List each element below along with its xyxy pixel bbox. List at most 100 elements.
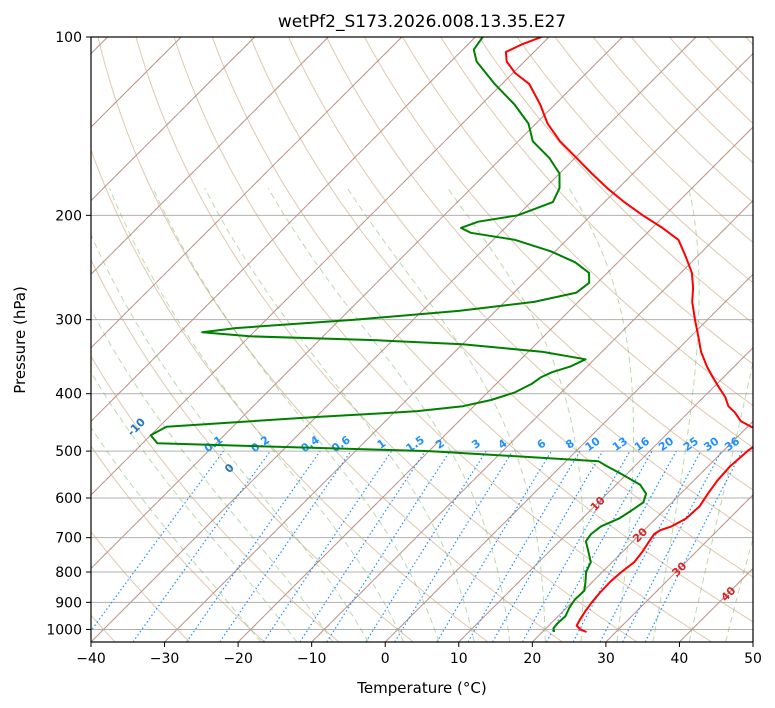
- skewed-gridline: [164, 52, 753, 642]
- dry-adiabat-line: [173, 37, 713, 642]
- mixing-ratio-line: [599, 450, 702, 642]
- mixing-ratio-line: [262, 450, 392, 642]
- dry-adiabat-line: [135, 37, 638, 642]
- y-tick-label: 900: [55, 595, 82, 611]
- isotherm-line: [752, 641, 753, 642]
- plot-area: 0.10.20.40.611.52346810131620253036-100-…: [91, 37, 753, 642]
- isotherm-line: [91, 37, 256, 202]
- mixing-ratio-label: 0.4: [298, 433, 322, 455]
- moist-adiabat-line: [91, 233, 369, 642]
- mixing-ratio-line: [572, 450, 677, 642]
- x-tick-label: 20: [523, 651, 541, 667]
- isotherm-line: [237, 126, 753, 642]
- x-tick-label: −20: [223, 651, 253, 667]
- dry-adiabat-line: [91, 531, 191, 642]
- mixing-ratio-line: [521, 450, 631, 642]
- mixing-ratio-line: [132, 450, 271, 642]
- moist-adiabat-line: [91, 371, 298, 642]
- dry-adiabat-line: [91, 355, 340, 642]
- moist-adiabat-line: [346, 187, 546, 642]
- isotherm-line: [531, 420, 753, 642]
- moist-adiabat-line: [568, 187, 634, 642]
- dry-adiabat-label: -10: [125, 415, 148, 438]
- isotherm-line: [458, 347, 753, 642]
- dry-adiabat-line: [97, 37, 563, 642]
- y-tick-label: 500: [55, 444, 82, 460]
- mixing-ratio-label: 4: [496, 437, 510, 452]
- y-tick-label: 700: [55, 531, 82, 547]
- isotherm-line: [91, 37, 550, 496]
- isotherm-label: 30: [669, 559, 689, 579]
- skewed-gridline: [237, 126, 753, 642]
- dry-adiabat-line: [249, 37, 753, 578]
- dry-adiabat-line: [707, 37, 753, 85]
- x-tick-label: 30: [597, 651, 615, 667]
- mixing-ratio-line: [436, 450, 553, 642]
- skewed-gridline: [752, 641, 753, 642]
- moist-adiabat-line: [204, 187, 475, 642]
- y-tick-label: 1000: [46, 622, 82, 638]
- x-tick-label: 40: [671, 651, 689, 667]
- temperature-profile-line: [504, 37, 753, 633]
- skewed-gridline: [531, 420, 753, 642]
- skewed-gridline: [458, 347, 753, 642]
- dry-adiabat-line: [669, 37, 753, 125]
- dry-adiabat-line: [440, 37, 753, 365]
- skewed-gridline: [91, 37, 623, 570]
- dry-adiabat-line: [592, 37, 753, 204]
- dry-adiabat-line: [516, 37, 753, 284]
- isotherm-line: [311, 199, 753, 642]
- isotherm-line: [164, 52, 753, 642]
- moist-adiabat-line: [725, 536, 753, 642]
- y-tick-label: 600: [55, 491, 82, 507]
- isotherm-line: [679, 567, 753, 642]
- y-tick-label: 400: [55, 387, 82, 403]
- mixing-ratio-line: [394, 450, 514, 642]
- skewed-gridline: [679, 567, 753, 642]
- x-tick-label: 50: [744, 651, 762, 667]
- y-axis-label: Pressure (hPa): [11, 286, 29, 394]
- mixing-ratio-line: [326, 450, 451, 642]
- mixing-ratio-line: [546, 450, 653, 642]
- x-tick-label: −40: [76, 651, 106, 667]
- mixing-ratio-line: [91, 450, 224, 632]
- y-tick-label: 800: [55, 565, 82, 581]
- isotherm-line: [384, 273, 753, 642]
- dewpoint-profile-line: [149, 37, 648, 633]
- y-tick-label: 100: [55, 30, 82, 46]
- moist-adiabat-line: [652, 188, 700, 642]
- y-tick-label: 300: [55, 313, 82, 329]
- dry-adiabat-line: [211, 37, 753, 623]
- dry-adiabat-line: [402, 37, 753, 407]
- mixing-ratio-line: [299, 450, 426, 642]
- dry-adiabat-line: [326, 37, 753, 491]
- mixing-ratio-label: 0.2: [249, 433, 272, 455]
- mixing-ratio-label: 0.6: [329, 433, 353, 455]
- dry-adiabat-line: [91, 445, 265, 642]
- dry-adiabat-line: [91, 148, 489, 642]
- moist-adiabat-line: [91, 426, 262, 642]
- mixing-ratio-label: 6: [535, 437, 549, 452]
- isotherm-line: [91, 37, 623, 570]
- x-tick-label: −10: [297, 651, 327, 667]
- mixing-ratio-label: 2: [433, 437, 447, 452]
- x-tick-label: −30: [150, 651, 180, 667]
- dry-adiabat-line: [478, 37, 753, 324]
- moist-adiabat-line: [109, 188, 405, 642]
- moist-adiabat-line: [267, 187, 511, 642]
- mixing-ratio-label: 3: [469, 437, 483, 452]
- plot-frame: [90, 36, 754, 643]
- mixing-ratio-line: [219, 450, 352, 642]
- x-tick-label: 0: [381, 651, 390, 667]
- dry-adiabat-line: [287, 37, 753, 534]
- moist-adiabat-line: [688, 360, 753, 642]
- skewed-gridline: [91, 37, 697, 642]
- mixing-ratio-line: [644, 450, 743, 642]
- skewed-gridline: [91, 37, 256, 202]
- dry-adiabat-line: [364, 37, 753, 449]
- moist-adiabat-line: [152, 187, 440, 642]
- x-tick-label: 10: [450, 651, 468, 667]
- moist-adiabat-line: [91, 308, 334, 642]
